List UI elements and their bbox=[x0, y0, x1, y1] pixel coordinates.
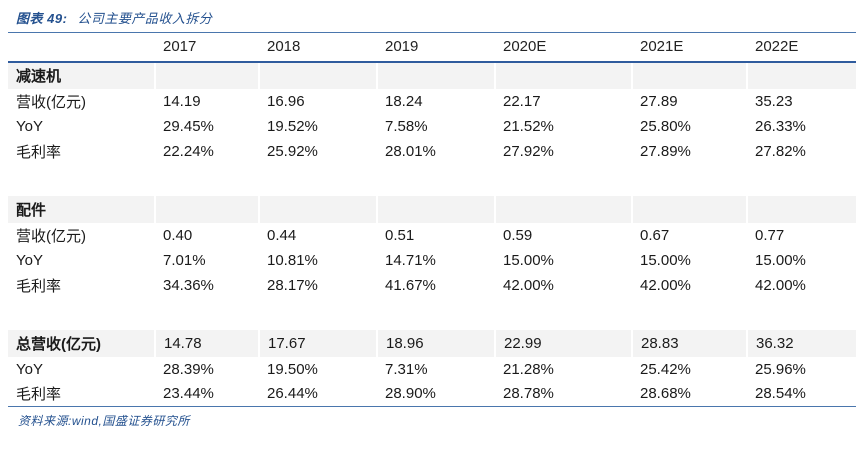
row-label: 毛利率 bbox=[16, 143, 62, 161]
cell: 21.28% bbox=[503, 360, 554, 378]
spacer-row bbox=[8, 163, 856, 196]
cell: 19.52% bbox=[267, 117, 318, 135]
cell: 16.96 bbox=[267, 92, 305, 110]
cell: 28.39% bbox=[163, 360, 214, 378]
cell: 42.00% bbox=[503, 276, 554, 294]
cell: 41.67% bbox=[385, 276, 436, 294]
column-header-blank bbox=[8, 32, 155, 63]
cell: 18.24 bbox=[385, 92, 423, 110]
cell: 15.00% bbox=[503, 251, 554, 269]
section-label: 减速机 bbox=[8, 61, 155, 89]
revenue-breakdown-table: 2017 2018 2019 2020E 2021E 2022E 减速机 营收(… bbox=[8, 32, 856, 407]
figure-caption: 图表 49: 公司主要产品收入拆分 bbox=[16, 8, 856, 27]
cell: 17.67 bbox=[258, 329, 377, 357]
column-header-2018: 2018 bbox=[259, 32, 377, 63]
section-label: 总营收(亿元) bbox=[8, 329, 155, 357]
cell: 26.44% bbox=[267, 385, 318, 403]
cell: 0.51 bbox=[385, 226, 415, 244]
cell: 42.00% bbox=[755, 276, 806, 294]
column-header-2022e: 2022E bbox=[747, 32, 856, 63]
section-header-total-revenue: 总营收(亿元) 14.78 17.67 18.96 22.99 28.83 36… bbox=[8, 329, 856, 357]
row-label: 毛利率 bbox=[16, 277, 62, 295]
cell: 25.42% bbox=[640, 360, 691, 378]
column-header-2020e: 2020E bbox=[495, 32, 632, 63]
cell: 28.78% bbox=[503, 385, 554, 403]
cell: 7.01% bbox=[163, 251, 206, 269]
cell: 22.24% bbox=[163, 142, 214, 160]
cell: 27.89% bbox=[640, 142, 691, 160]
row-label: YoY bbox=[16, 360, 43, 378]
cell: 27.89 bbox=[640, 92, 678, 110]
cell: 10.81% bbox=[267, 251, 318, 269]
cell: 25.80% bbox=[640, 117, 691, 135]
cell: 28.68% bbox=[640, 385, 691, 403]
table-row-total-margin: 毛利率 23.44% 26.44% 28.90% 28.78% 28.68% 2… bbox=[8, 382, 856, 407]
cell: 29.45% bbox=[163, 117, 214, 135]
cell: 19.50% bbox=[267, 360, 318, 378]
cell: 25.96% bbox=[755, 360, 806, 378]
column-header-2019: 2019 bbox=[377, 32, 495, 63]
cell: 7.31% bbox=[385, 360, 428, 378]
cell: 0.59 bbox=[503, 226, 533, 244]
section-header-parts: 配件 bbox=[8, 195, 856, 223]
cell: 27.82% bbox=[755, 142, 806, 160]
cell: 7.58% bbox=[385, 117, 428, 135]
row-label: YoY bbox=[16, 117, 43, 135]
figure-title: 公司主要产品收入拆分 bbox=[77, 11, 213, 26]
cell: 28.83 bbox=[631, 329, 747, 357]
cell: 25.92% bbox=[267, 142, 318, 160]
spacer-row bbox=[8, 297, 856, 330]
cell: 0.67 bbox=[640, 226, 670, 244]
cell: 28.90% bbox=[385, 385, 436, 403]
figure-number: 图表 49: bbox=[16, 11, 68, 26]
cell: 28.54% bbox=[755, 385, 806, 403]
cell: 0.77 bbox=[755, 226, 785, 244]
cell: 0.44 bbox=[267, 226, 297, 244]
table-row-reducer-yoy: YoY 29.45% 19.52% 7.58% 21.52% 25.80% 26… bbox=[8, 114, 856, 139]
section-header-reducer: 减速机 bbox=[8, 61, 856, 89]
table-row-reducer-revenue: 营收(亿元) 14.19 16.96 18.24 22.17 27.89 35.… bbox=[8, 89, 856, 114]
table-row-total-yoy: YoY 28.39% 19.50% 7.31% 21.28% 25.42% 25… bbox=[8, 357, 856, 382]
column-header-2017: 2017 bbox=[155, 32, 259, 63]
source-note: 资料来源:wind,国盛证券研究所 bbox=[18, 414, 190, 428]
row-label: 毛利率 bbox=[16, 386, 62, 404]
cell: 26.33% bbox=[755, 117, 806, 135]
cell: 34.36% bbox=[163, 276, 214, 294]
table-row-parts-revenue: 营收(亿元) 0.40 0.44 0.51 0.59 0.67 0.77 bbox=[8, 223, 856, 248]
cell: 28.01% bbox=[385, 142, 436, 160]
cell: 42.00% bbox=[640, 276, 691, 294]
cell: 22.99 bbox=[494, 329, 632, 357]
row-label: 营收(亿元) bbox=[16, 93, 86, 111]
row-label: 营收(亿元) bbox=[16, 227, 86, 245]
cell: 28.17% bbox=[267, 276, 318, 294]
section-label: 配件 bbox=[8, 195, 155, 223]
cell: 35.23 bbox=[755, 92, 793, 110]
cell: 14.19 bbox=[163, 92, 201, 110]
cell: 23.44% bbox=[163, 385, 214, 403]
cell: 22.17 bbox=[503, 92, 541, 110]
table-row-reducer-margin: 毛利率 22.24% 25.92% 28.01% 27.92% 27.89% 2… bbox=[8, 139, 856, 164]
cell: 18.96 bbox=[376, 329, 495, 357]
cell: 27.92% bbox=[503, 142, 554, 160]
cell: 14.78 bbox=[154, 329, 259, 357]
table-row-parts-margin: 毛利率 34.36% 28.17% 41.67% 42.00% 42.00% 4… bbox=[8, 273, 856, 298]
cell: 21.52% bbox=[503, 117, 554, 135]
cell: 36.32 bbox=[746, 329, 856, 357]
cell: 0.40 bbox=[163, 226, 193, 244]
year-header-row: 2017 2018 2019 2020E 2021E 2022E bbox=[8, 32, 856, 63]
column-header-2021e: 2021E bbox=[632, 32, 747, 63]
cell: 15.00% bbox=[755, 251, 806, 269]
table-row-parts-yoy: YoY 7.01% 10.81% 14.71% 15.00% 15.00% 15… bbox=[8, 248, 856, 273]
cell: 14.71% bbox=[385, 251, 436, 269]
row-label: YoY bbox=[16, 251, 43, 269]
cell: 15.00% bbox=[640, 251, 691, 269]
